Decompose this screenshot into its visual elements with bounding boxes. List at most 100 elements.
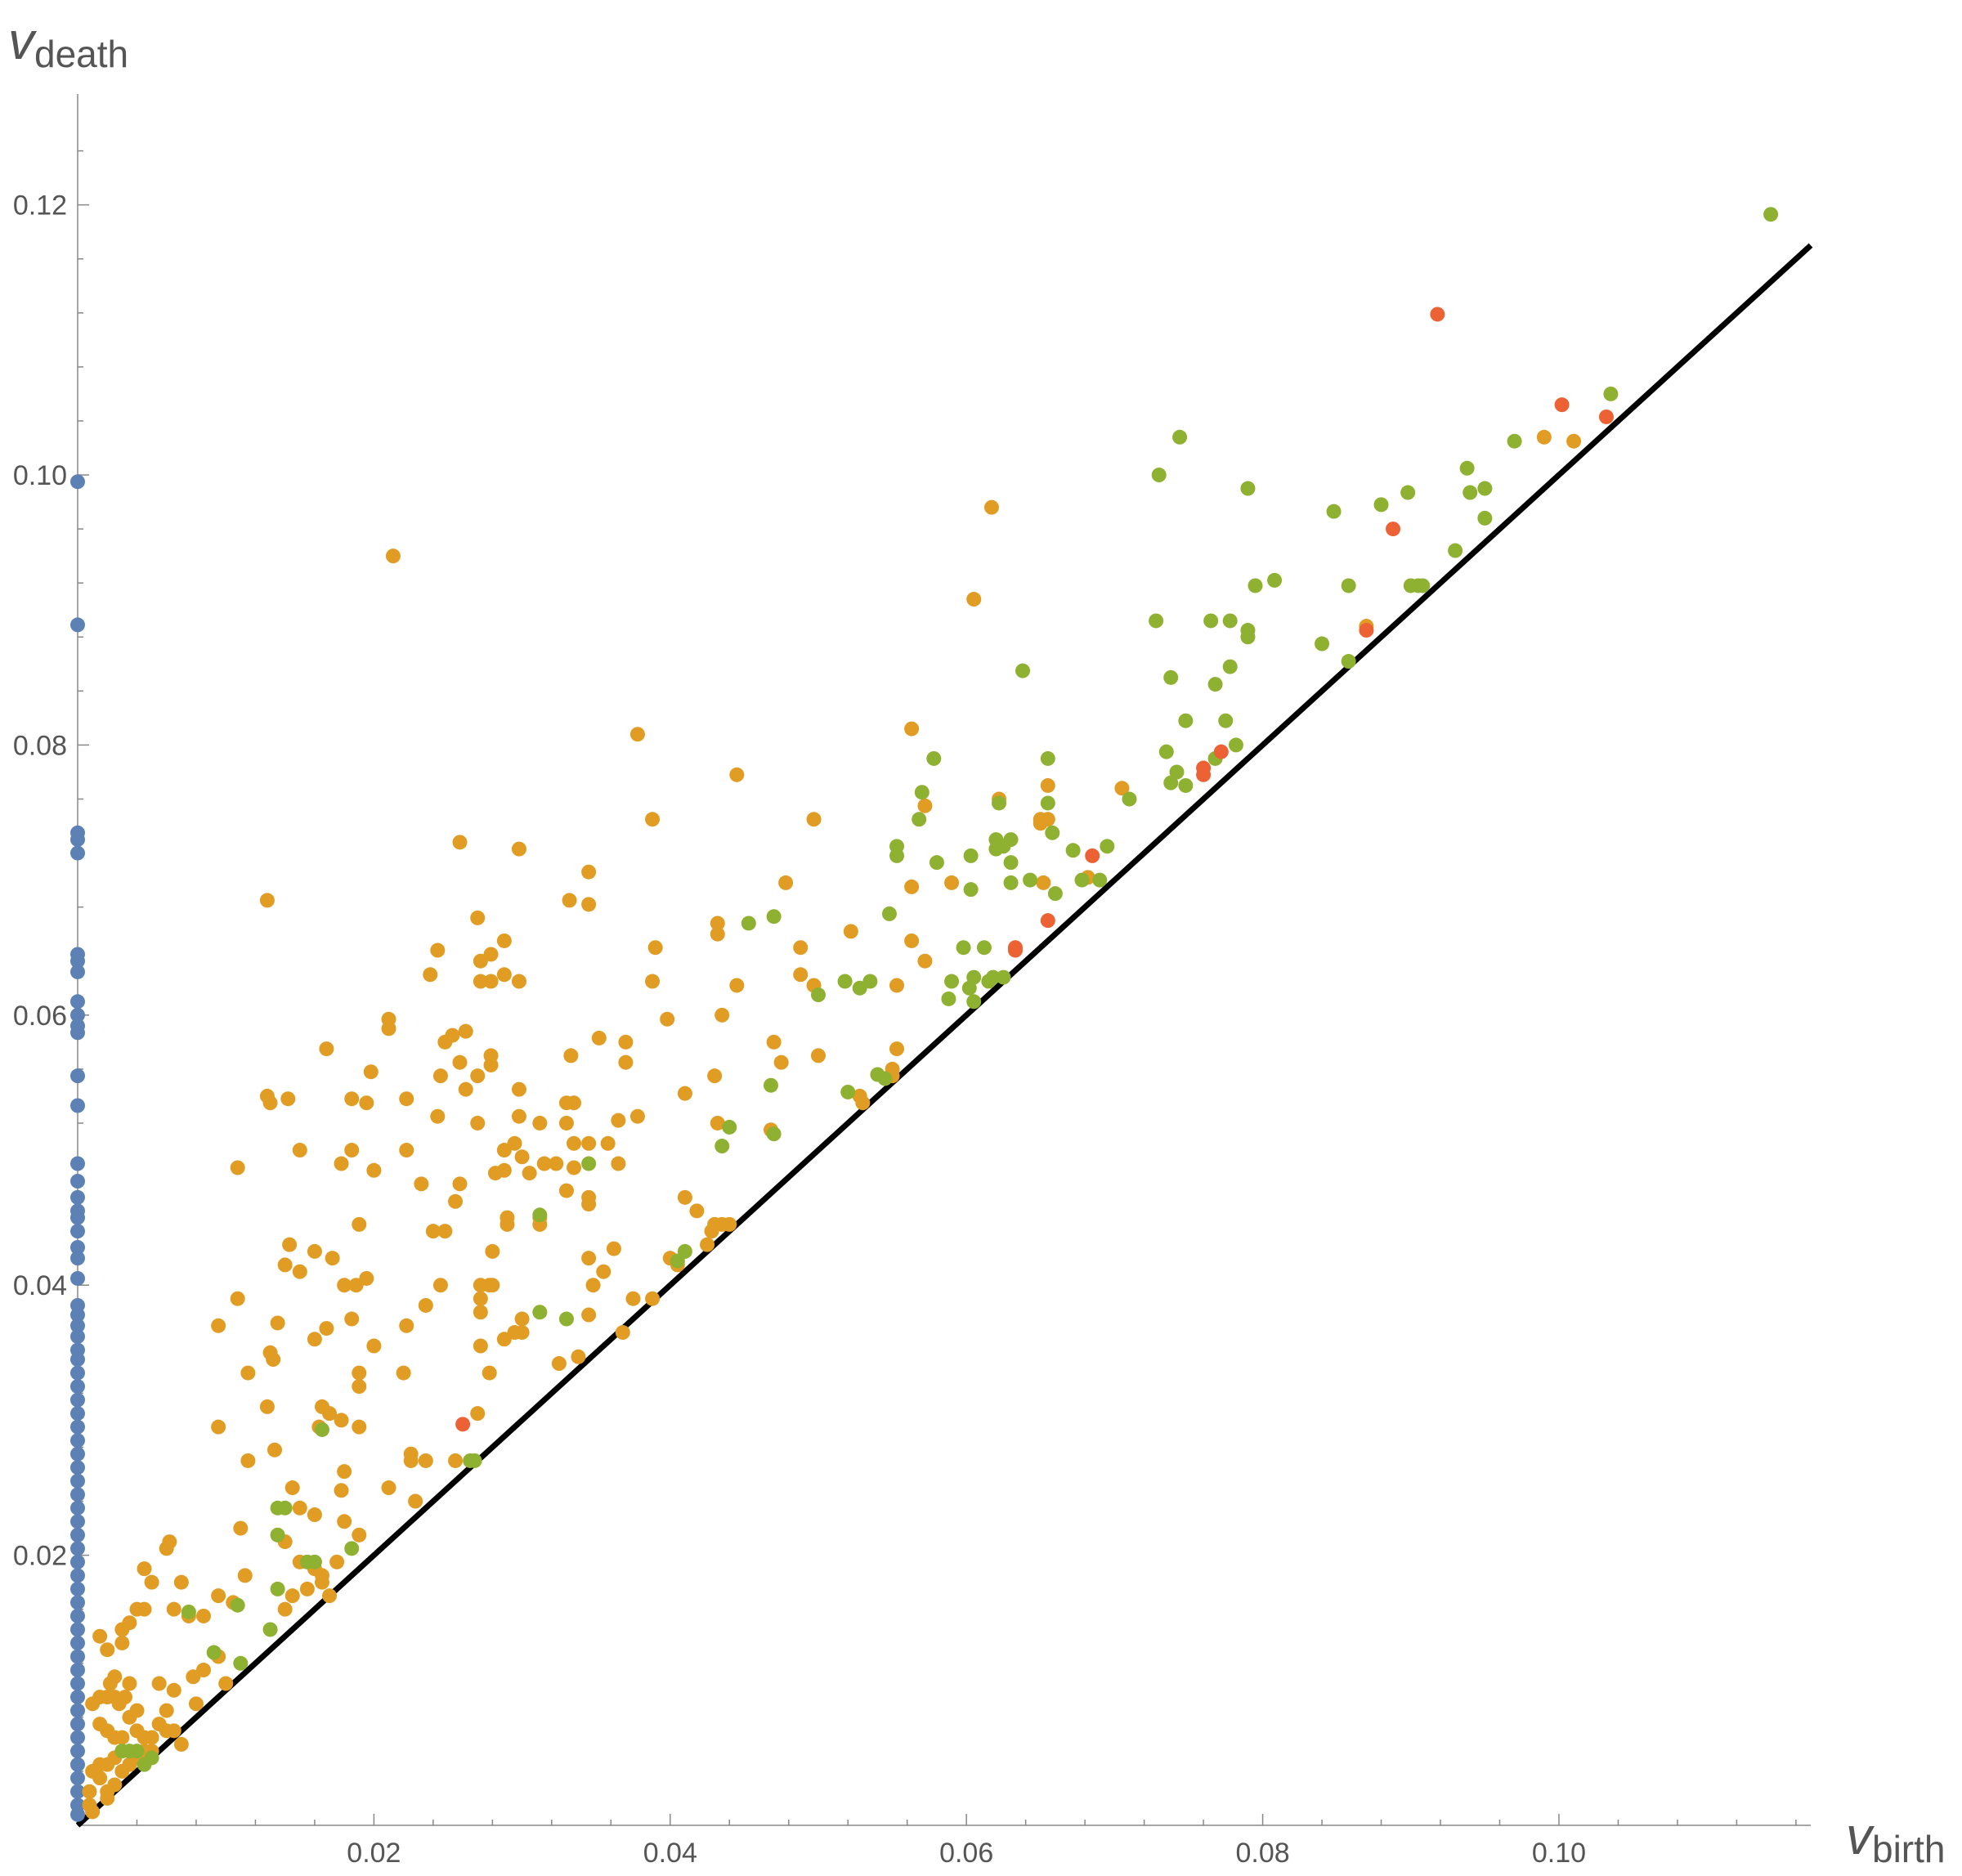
data-point	[117, 1690, 132, 1705]
data-point	[1015, 663, 1031, 678]
data-point	[1228, 737, 1243, 753]
x-tick-label: 0.02	[347, 1838, 401, 1869]
data-point	[344, 1143, 360, 1158]
data-point	[1315, 636, 1330, 651]
data-point	[1386, 522, 1401, 537]
data-point	[100, 1790, 115, 1806]
data-point	[70, 1730, 85, 1745]
data-point	[70, 1622, 85, 1637]
data-point	[840, 1084, 856, 1099]
data-point	[963, 848, 979, 863]
data-point	[1477, 510, 1493, 526]
data-point	[1763, 207, 1779, 222]
data-point	[522, 1166, 537, 1181]
data-point	[432, 1278, 448, 1293]
y-tick-label: 0.02	[13, 1541, 67, 1572]
data-point	[581, 1307, 597, 1323]
data-point	[1430, 307, 1445, 322]
data-point	[352, 1527, 367, 1542]
data-point	[211, 1419, 226, 1435]
data-point	[70, 1379, 85, 1395]
data-point	[240, 1453, 256, 1468]
data-point	[562, 893, 577, 908]
data-point	[1036, 875, 1051, 890]
data-point	[473, 953, 488, 969]
data-point	[511, 1081, 526, 1097]
data-point	[314, 1422, 329, 1437]
data-point	[237, 1568, 253, 1583]
data-point	[218, 1676, 234, 1691]
data-point	[70, 617, 85, 633]
data-point	[1040, 777, 1055, 793]
data-point	[862, 974, 878, 989]
data-point	[1218, 713, 1234, 728]
data-point	[961, 980, 977, 996]
data-point	[470, 1115, 486, 1131]
data-point	[151, 1676, 167, 1691]
data-point	[334, 1413, 349, 1428]
data-point	[985, 969, 1001, 985]
data-point	[1040, 913, 1055, 929]
data-point	[1158, 744, 1174, 759]
data-point	[166, 1601, 181, 1617]
data-point	[262, 1095, 278, 1111]
data-point	[1326, 504, 1342, 519]
data-point	[591, 1030, 607, 1045]
data-point	[1207, 677, 1223, 692]
data-point	[499, 1210, 515, 1225]
data-point	[70, 1581, 85, 1596]
data-point	[452, 835, 468, 850]
x-tick-label: 0.10	[1532, 1838, 1586, 1869]
data-point	[483, 947, 499, 962]
data-point	[173, 1736, 189, 1752]
data-point	[70, 994, 85, 1010]
data-point	[647, 940, 663, 956]
data-point	[485, 1243, 500, 1259]
data-point	[966, 592, 982, 607]
data-point	[1040, 750, 1055, 766]
data-point	[307, 1243, 322, 1259]
data-point	[211, 1588, 226, 1604]
data-point	[70, 1098, 85, 1113]
data-point	[366, 1162, 382, 1178]
data-point	[70, 1328, 85, 1344]
data-point	[70, 1189, 85, 1205]
data-point	[230, 1160, 245, 1175]
data-point	[904, 933, 920, 948]
data-point	[1373, 497, 1389, 513]
data-point	[70, 1487, 85, 1502]
data-point	[70, 1460, 85, 1475]
data-point	[976, 940, 992, 956]
data-point	[337, 1278, 352, 1293]
data-point	[611, 1113, 626, 1128]
data-point	[418, 1297, 433, 1313]
data-point	[470, 1406, 486, 1422]
data-point	[325, 1251, 340, 1266]
data-point	[403, 1453, 419, 1468]
data-point	[334, 1156, 349, 1171]
data-point	[773, 1054, 789, 1070]
data-point	[70, 1156, 85, 1171]
y-tick-label: 0.06	[13, 1001, 67, 1032]
data-point	[496, 1143, 512, 1158]
data-point	[689, 1203, 705, 1219]
x-axis-label: vbirth	[1846, 1807, 1945, 1870]
data-point	[1074, 872, 1090, 888]
data-point	[1415, 578, 1431, 593]
data-point	[558, 1311, 574, 1327]
data-point	[173, 1574, 189, 1590]
data-point	[70, 474, 85, 490]
data-point	[714, 1007, 730, 1023]
data-point	[766, 909, 782, 925]
data-point	[473, 1338, 488, 1354]
data-point	[159, 1703, 174, 1718]
data-point	[558, 1183, 574, 1198]
data-point	[70, 1676, 85, 1691]
data-point	[1566, 433, 1582, 449]
data-point	[85, 1763, 101, 1779]
data-point	[337, 1514, 352, 1529]
data-point	[70, 1473, 85, 1489]
data-point	[292, 1264, 307, 1279]
x-tick-label: 0.08	[1235, 1838, 1289, 1869]
data-point	[729, 978, 745, 993]
